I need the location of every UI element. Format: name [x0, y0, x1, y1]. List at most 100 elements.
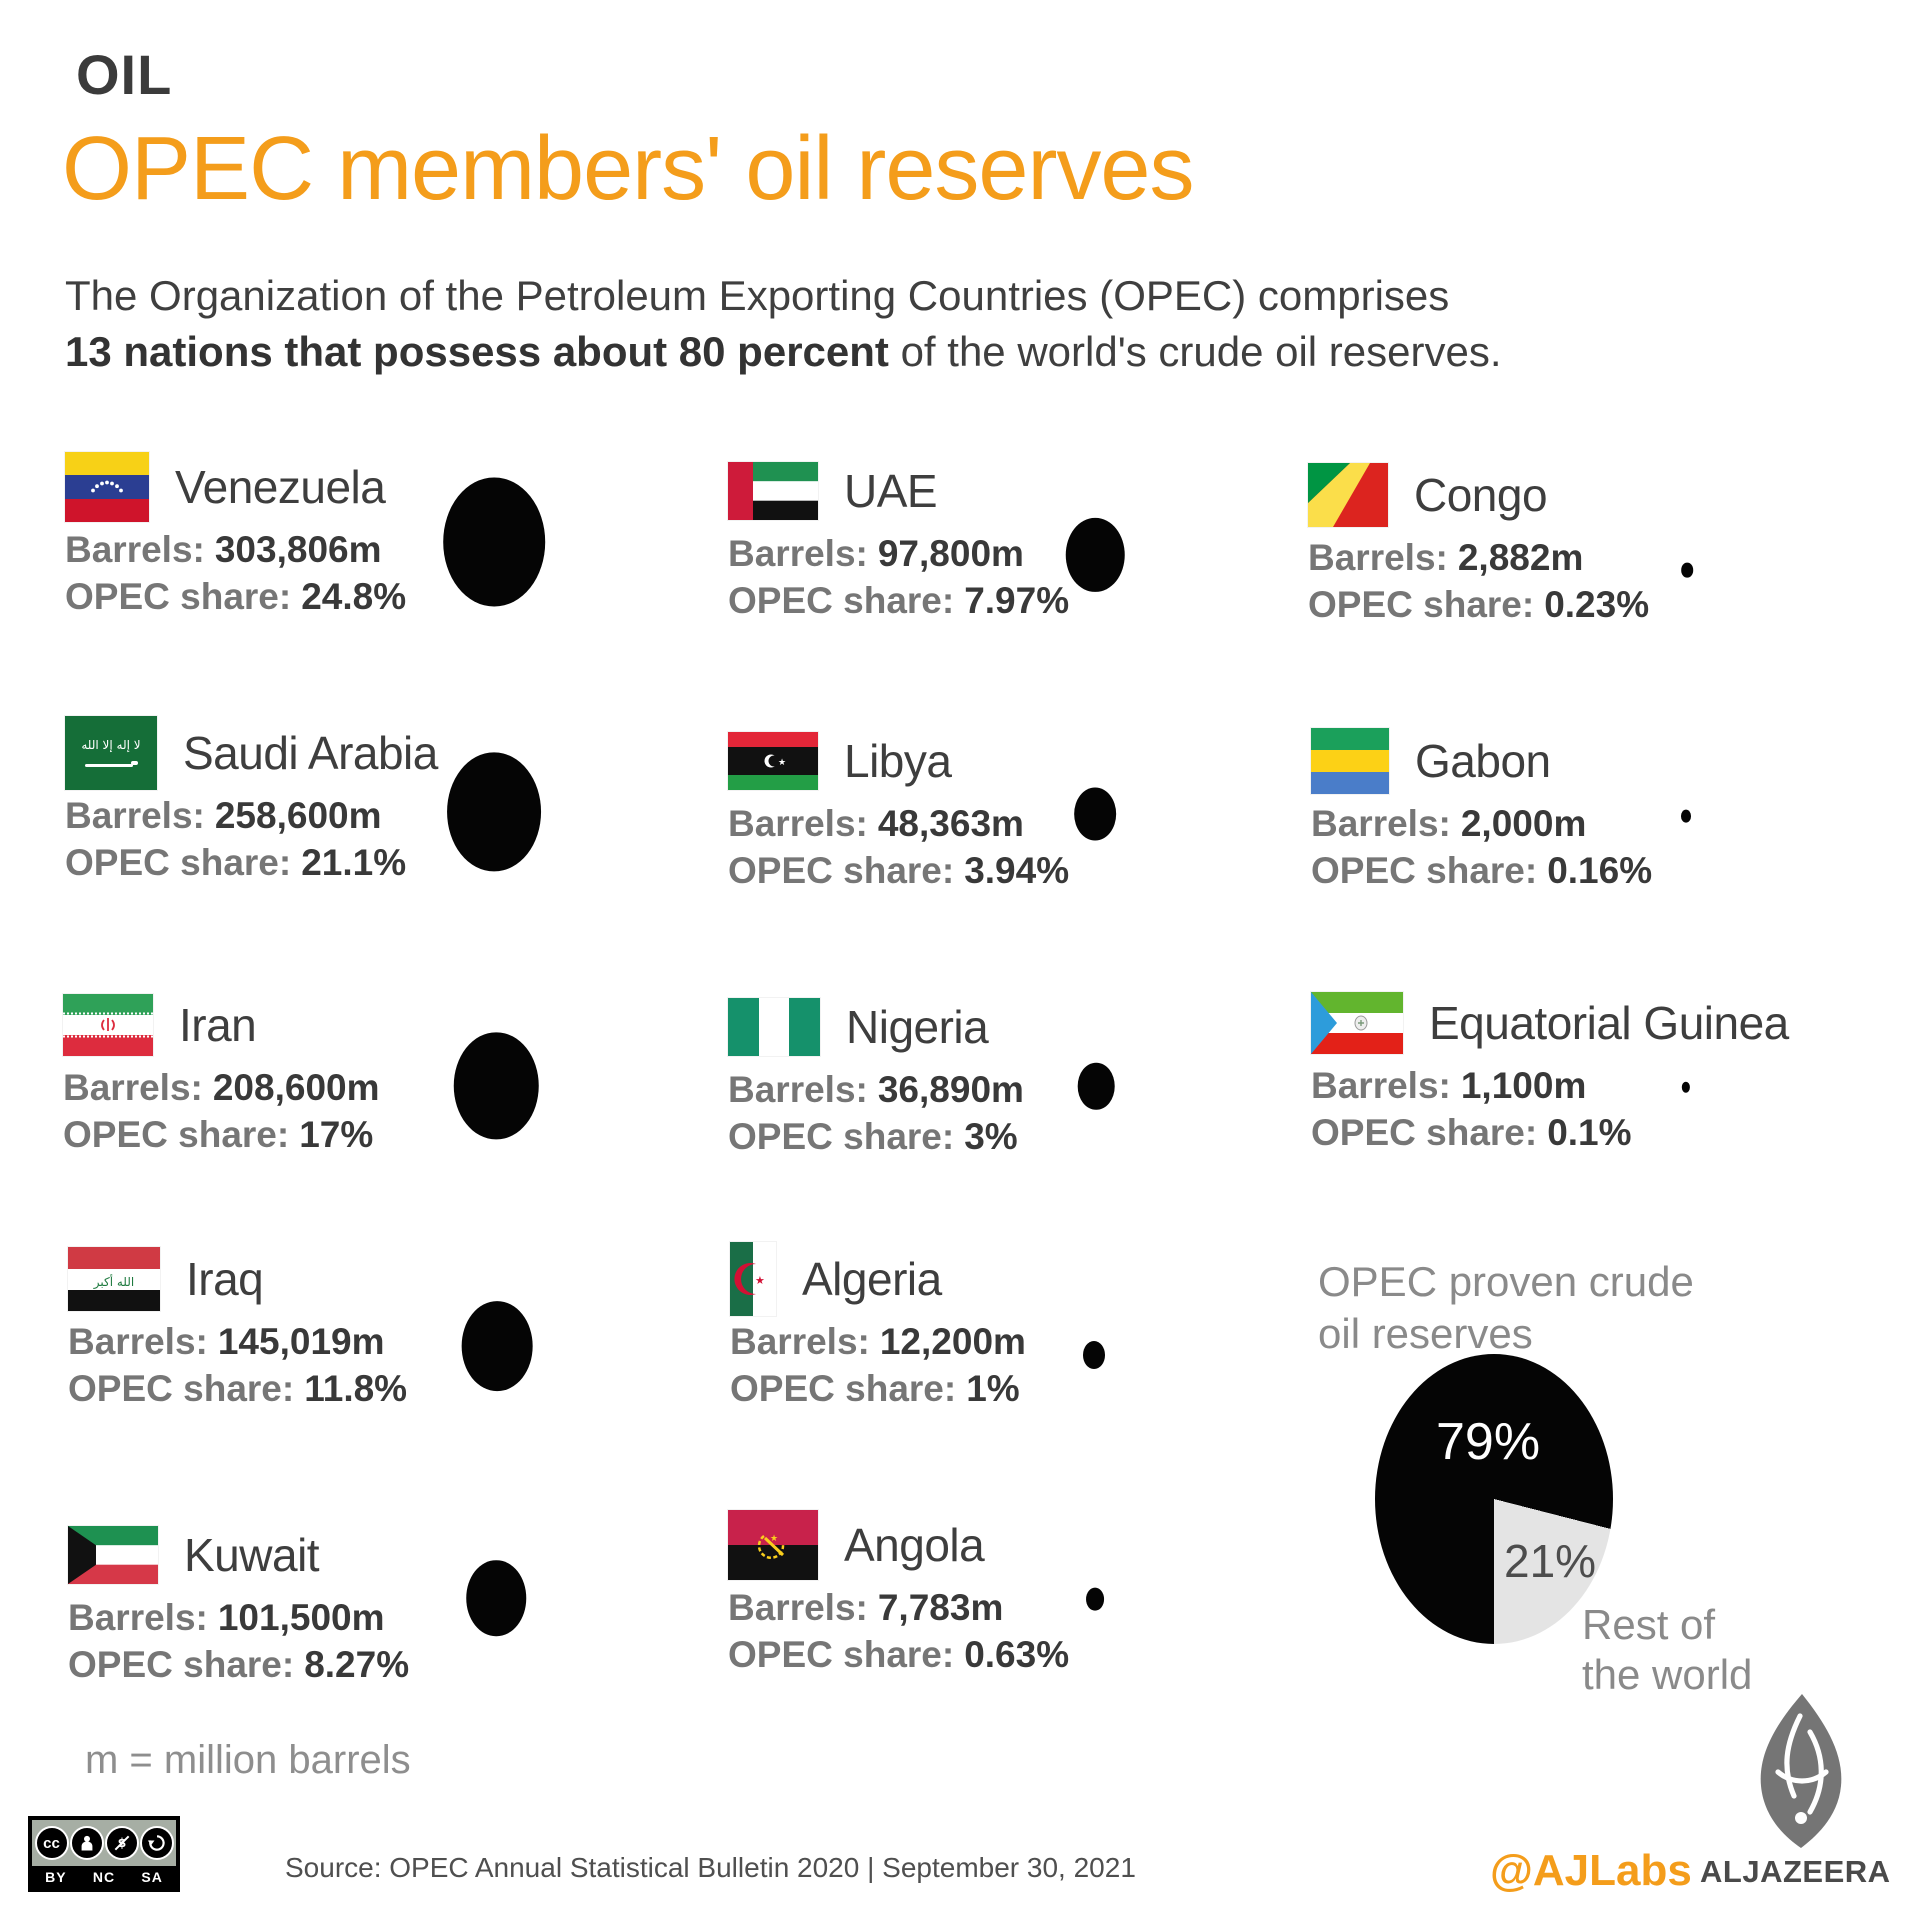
country-header: ★ Libya [728, 722, 1348, 800]
reserves-bubble-libya [1074, 787, 1116, 841]
share-value: 21.1% [301, 842, 407, 883]
country-name: Angola [844, 1519, 985, 1571]
share-label: OPEC share: [65, 842, 292, 883]
share-row: OPEC share: 11.8% [68, 1365, 688, 1412]
reserves-bubble-kuwait [466, 1560, 526, 1636]
country-name: Iraq [186, 1253, 264, 1305]
share-row: OPEC share: 8.27% [68, 1641, 688, 1688]
barrels-label: Barrels: [65, 795, 205, 836]
share-row: OPEC share: 3.94% [728, 847, 1348, 894]
country-card-congo: Congo Barrels: 2,882m OPEC share: 0.23% [1308, 456, 1921, 628]
share-label: OPEC share: [63, 1114, 290, 1155]
share-value: 24.8% [301, 576, 407, 617]
country-header: Kuwait [68, 1516, 688, 1594]
svg-text:★: ★ [755, 1274, 765, 1287]
barrels-row: Barrels: 48,363m [728, 800, 1348, 847]
country-name: Congo [1414, 469, 1548, 521]
reserves-bubble-congo [1681, 562, 1693, 578]
reserves-bubble-saudi-arabia [447, 752, 541, 872]
barrels-label: Barrels: [730, 1321, 870, 1362]
pie-heading-line-2: oil reserves [1318, 1310, 1533, 1357]
aljazeera-wordmark: ALJAZEERA [1700, 1854, 1891, 1889]
svg-text:★: ★ [778, 758, 786, 768]
share-value: 3.94% [964, 850, 1070, 891]
share-row: OPEC share: 7.97% [728, 577, 1348, 624]
rest-of-world-caption: Rest of the world [1582, 1600, 1752, 1700]
pie-heading-line-1: OPEC proven crude [1318, 1258, 1694, 1305]
cc-label-by: BY [45, 1869, 67, 1885]
country-card-venezuela: Venezuela Barrels: 303,806m OPEC share: 24… [65, 448, 685, 620]
barrels-label: Barrels: [65, 529, 205, 570]
cc-label-nc: NC [92, 1869, 116, 1885]
share-label: OPEC share: [1308, 584, 1535, 625]
country-header: ★ Angola [728, 1506, 1348, 1584]
barrels-row: Barrels: 97,800m [728, 530, 1348, 577]
barrels-label: Barrels: [728, 533, 868, 574]
saudi-arabia-flag-icon: لا إله إلا الله [65, 716, 157, 790]
barrels-label: Barrels: [1308, 537, 1448, 578]
barrels-label: Barrels: [68, 1597, 208, 1638]
reserves-bubble-nigeria [1077, 1062, 1115, 1110]
country-card-algeria: ★ Algeria Barrels: 12,200m OPEC share: 1% [730, 1240, 1350, 1412]
barrels-value: 2,000m [1460, 803, 1587, 844]
share-value: 11.8% [304, 1368, 408, 1409]
country-name: Equatorial Guinea [1429, 997, 1789, 1049]
share-row: OPEC share: 0.16% [1311, 847, 1921, 894]
nigeria-flag-icon [728, 998, 820, 1056]
reserves-bubble-iran [453, 1032, 539, 1140]
barrels-row: Barrels: 303,806m [65, 526, 685, 573]
country-header: Congo [1308, 456, 1921, 534]
barrels-label: Barrels: [728, 1069, 868, 1110]
barrels-value: 97,800m [877, 533, 1024, 574]
barrels-value: 2,882m [1457, 537, 1584, 578]
barrels-row: Barrels: 208,600m [63, 1064, 683, 1111]
svg-text:الله أكبر: الله أكبر [93, 1274, 135, 1290]
country-card-equatorial-guinea: Equatorial Guinea Barrels: 1,100m OPEC sh… [1311, 984, 1921, 1156]
footnote: m = million barrels [85, 1738, 411, 1782]
barrels-label: Barrels: [1311, 803, 1451, 844]
share-value: 3% [964, 1116, 1018, 1157]
uae-flag-icon [728, 462, 818, 520]
barrels-row: Barrels: 2,000m [1311, 800, 1921, 847]
barrels-value: 145,019m [217, 1321, 385, 1362]
share-row: OPEC share: 0.23% [1308, 581, 1921, 628]
share-row: OPEC share: 3% [728, 1113, 1348, 1160]
intro-line-1: The Organization of the Petroleum Export… [65, 272, 1450, 319]
kuwait-flag-icon [68, 1526, 158, 1584]
country-name: UAE [844, 465, 938, 517]
barrels-value: 101,500m [217, 1597, 385, 1638]
share-label: OPEC share: [65, 576, 292, 617]
barrels-label: Barrels: [68, 1321, 208, 1362]
country-card-nigeria: Nigeria Barrels: 36,890m OPEC share: 3% [728, 988, 1348, 1160]
barrels-row: Barrels: 2,882m [1308, 534, 1921, 581]
barrels-label: Barrels: [728, 1587, 868, 1628]
barrels-label: Barrels: [728, 803, 868, 844]
gabon-flag-icon [1311, 728, 1389, 794]
share-row: OPEC share: 21.1% [65, 839, 685, 886]
share-value: 17% [299, 1114, 374, 1155]
barrels-row: Barrels: 1,100m [1311, 1062, 1921, 1109]
page-title: OPEC members' oil reserves [62, 119, 1194, 219]
country-card-uae: UAE Barrels: 97,800m OPEC share: 7.97% [728, 452, 1348, 624]
share-label: OPEC share: [68, 1368, 295, 1409]
barrels-label: Barrels: [1311, 1065, 1451, 1106]
equatorial-guinea-flag-icon [1311, 992, 1403, 1054]
cc-license-badge: cc $ BY NC SA [28, 1816, 180, 1892]
cc-by-person-icon [69, 1826, 104, 1860]
pie-chart [1375, 1354, 1613, 1644]
share-label: OPEC share: [1311, 1112, 1538, 1153]
country-card-iran: Iran Barrels: 208,600m OPEC share: 17% [63, 986, 683, 1158]
share-label: OPEC share: [728, 580, 955, 621]
barrels-value: 303,806m [214, 529, 382, 570]
share-value: 7.97% [964, 580, 1070, 621]
cc-icon: cc [34, 1826, 69, 1860]
country-header: لا إله إلا الله Saudi Arabia [65, 714, 685, 792]
intro-rest: of the world's crude oil reserves. [888, 328, 1502, 375]
venezuela-flag-icon [65, 452, 149, 522]
country-header: Nigeria [728, 988, 1348, 1066]
share-value: 1% [966, 1368, 1020, 1409]
reserves-bubble-iraq [461, 1301, 533, 1391]
reserves-bubble-algeria [1083, 1341, 1105, 1369]
share-row: OPEC share: 0.63% [728, 1631, 1348, 1678]
reserves-bubble-uae [1065, 517, 1125, 593]
